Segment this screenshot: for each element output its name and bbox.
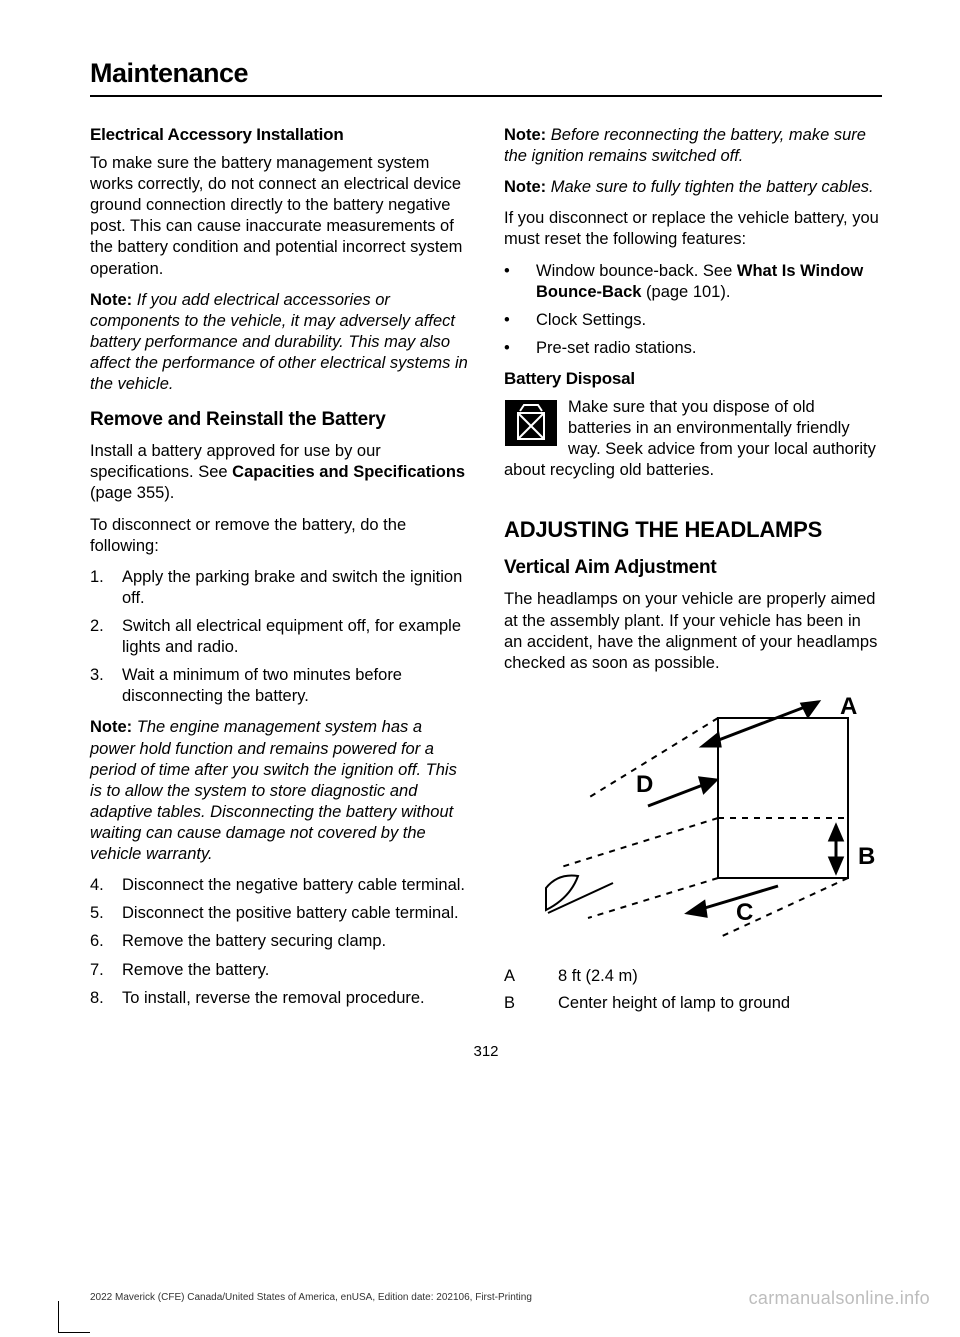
paragraph: To disconnect or remove the battery, do … [90,515,468,557]
list-number: 3. [90,665,122,707]
list-text: Apply the parking brake and switch the i… [122,567,468,609]
paragraph: If you disconnect or replace the vehicle… [504,208,882,250]
list-number: 4. [90,875,122,896]
page-number: 312 [90,1043,882,1060]
note-label: Note: [90,291,132,309]
list-item: 4.Disconnect the negative battery cable … [90,875,468,896]
list-text: (page 101). [641,283,730,301]
list-text: Clock Settings. [536,311,646,329]
svg-text:B: B [858,843,875,870]
note-body: Before reconnecting the battery, make su… [504,126,866,165]
list-item: 2.Switch all electrical equipment off, f… [90,616,468,658]
list-item: 3.Wait a minimum of two minutes before d… [90,665,468,707]
list-item: •Window bounce-back. See What Is Window … [504,261,882,303]
list-number: 1. [90,567,122,609]
bullet-icon: • [504,261,536,303]
list-number: 5. [90,903,122,924]
list-number: 6. [90,931,122,952]
note-body: Make sure to fully tighten the battery c… [546,178,873,196]
list-item: 5.Disconnect the positive battery cable … [90,903,468,924]
list-text: Switch all electrical equipment off, for… [122,616,468,658]
no-trash-icon [504,399,558,453]
list-number: 2. [90,616,122,658]
legend-key: A [504,965,558,988]
note-label: Note: [90,718,132,736]
footer-edition: 2022 Maverick (CFE) Canada/United States… [90,1292,532,1303]
list-item: 6.Remove the battery securing clamp. [90,931,468,952]
bullet-list: •Window bounce-back. See What Is Window … [504,261,882,359]
legend-value: Center height of lamp to ground [558,992,790,1015]
note: Note: The engine management system has a… [90,717,468,865]
text: (page 355). [90,484,174,502]
heading-remove-reinstall: Remove and Reinstall the Battery [90,409,468,431]
svg-text:C: C [736,899,753,926]
footer-watermark: carmanualsonline.info [749,1288,930,1309]
list-item: 7.Remove the battery. [90,960,468,981]
left-column: Electrical Accessory Installation To mak… [90,125,468,1019]
note: Note: Before reconnecting the battery, m… [504,125,882,167]
legend-row: BCenter height of lamp to ground [504,992,882,1015]
bullet-icon: • [504,310,536,331]
note-body: If you add electrical accessories or com… [90,291,468,393]
list-text: Remove the battery securing clamp. [122,931,386,952]
list-text: Pre-set radio stations. [536,339,697,357]
chapter-title: Maintenance [90,58,882,89]
note-label: Note: [504,126,546,144]
crop-mark-icon [58,1301,90,1333]
xref-capacities: Capacities and Specifications [232,463,465,481]
paragraph: To make sure the battery management syst… [90,153,468,280]
ordered-list: 1.Apply the parking brake and switch the… [90,567,468,708]
svg-text:A: A [840,693,857,720]
list-item: 1.Apply the parking brake and switch the… [90,567,468,609]
note: Note: If you add electrical accessories … [90,290,468,396]
right-column: Note: Before reconnecting the battery, m… [504,125,882,1019]
list-text: To install, reverse the removal procedur… [122,988,425,1009]
content-columns: Electrical Accessory Installation To mak… [90,125,882,1019]
list-item: •Clock Settings. [504,310,882,331]
bullet-icon: • [504,338,536,359]
heading-adjusting-headlamps: ADJUSTING THE HEADLAMPS [504,517,882,543]
heading-electrical-accessory: Electrical Accessory Installation [90,125,468,145]
paragraph: Install a battery approved for use by ou… [90,441,468,504]
legend-row: A8 ft (2.4 m) [504,965,882,988]
legend-key: B [504,992,558,1015]
ordered-list: 4.Disconnect the negative battery cable … [90,875,468,1009]
list-text: Disconnect the positive battery cable te… [122,903,459,924]
list-text: Wait a minimum of two minutes before dis… [122,665,468,707]
note-label: Note: [504,178,546,196]
paragraph: Make sure that you dispose of old batter… [504,397,882,481]
legend-value: 8 ft (2.4 m) [558,965,638,988]
list-text: Remove the battery. [122,960,269,981]
headlamp-diagram: A D C B [504,688,882,953]
list-item: 8.To install, reverse the removal proced… [90,988,468,1009]
list-number: 8. [90,988,122,1009]
note: Note: Make sure to fully tighten the bat… [504,177,882,198]
heading-battery-disposal: Battery Disposal [504,369,882,389]
list-text: Disconnect the negative battery cable te… [122,875,465,896]
chapter-header: Maintenance [90,58,882,97]
list-number: 7. [90,960,122,981]
svg-text:D: D [636,771,653,798]
text: Make sure that you dispose of old batter… [504,398,876,479]
diagram-legend: A8 ft (2.4 m)BCenter height of lamp to g… [504,965,882,1015]
note-body: The engine management system has a power… [90,718,457,863]
paragraph: The headlamps on your vehicle are proper… [504,589,882,673]
list-item: •Pre-set radio stations. [504,338,882,359]
list-text: Window bounce-back. See [536,262,737,280]
heading-vertical-aim: Vertical Aim Adjustment [504,557,882,579]
